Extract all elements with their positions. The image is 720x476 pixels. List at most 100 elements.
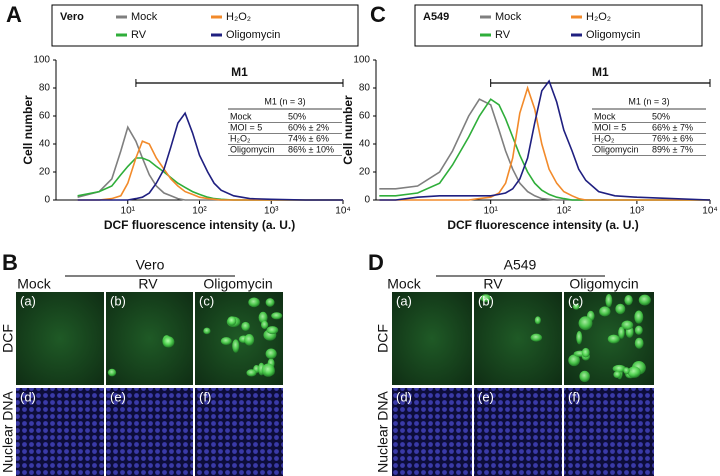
micrograph bbox=[16, 388, 104, 476]
inset-cell: Oligomycin bbox=[230, 144, 275, 154]
y-tick-label: 80 bbox=[359, 83, 371, 94]
panel-label: C bbox=[370, 2, 386, 27]
x-tick-label: 10³ bbox=[630, 206, 645, 217]
cell-label: (e) bbox=[110, 389, 126, 404]
panel-label: A bbox=[6, 2, 22, 27]
legend-label: RV bbox=[131, 29, 147, 41]
cell-label: (c) bbox=[568, 293, 583, 308]
cell-spot bbox=[232, 339, 240, 353]
cell-spot bbox=[265, 348, 277, 360]
row-label: Nuclear DNA bbox=[375, 391, 391, 473]
micrograph bbox=[106, 388, 193, 476]
cell-spot bbox=[621, 320, 634, 330]
inset-cell: 50% bbox=[288, 111, 306, 121]
inset-cell: MOI = 5 bbox=[230, 122, 262, 132]
cell-spot bbox=[578, 316, 593, 331]
cell-spot bbox=[568, 354, 580, 367]
inset-cell: 74% ± 6% bbox=[288, 133, 329, 143]
cell-spot bbox=[612, 364, 627, 373]
inset-cell: MOI = 5 bbox=[594, 122, 626, 132]
micrograph bbox=[474, 292, 562, 385]
cell-spot bbox=[258, 311, 268, 324]
cell-spot bbox=[581, 347, 590, 358]
inset-cell: 86% ± 10% bbox=[288, 144, 334, 154]
row-label: DCF bbox=[375, 324, 391, 353]
inset-cell: 50% bbox=[652, 111, 670, 121]
x-tick-label: 10⁴ bbox=[702, 206, 717, 217]
cell-spot bbox=[244, 334, 255, 346]
histogram-line bbox=[379, 79, 711, 201]
micrograph bbox=[106, 292, 193, 385]
inset-cell: Mock bbox=[594, 111, 616, 121]
x-axis-label: DCF fluorescence intensity (a. U.) bbox=[104, 218, 295, 232]
column-label: Mock bbox=[387, 276, 421, 292]
cell-spot bbox=[241, 321, 250, 331]
cell-spot bbox=[480, 294, 492, 303]
row-label: Nuclear DNA bbox=[0, 391, 16, 473]
y-tick-label: 0 bbox=[44, 195, 50, 206]
x-tick-label: 10² bbox=[557, 206, 572, 217]
legend-title: Vero bbox=[60, 11, 84, 23]
legend-label: Mock bbox=[495, 11, 522, 23]
cell-label: (f) bbox=[199, 389, 211, 404]
cell-spot bbox=[613, 371, 621, 379]
cell-spot bbox=[162, 336, 175, 348]
x-tick-label: 10¹ bbox=[483, 206, 498, 217]
cell-spot bbox=[638, 294, 651, 306]
micrograph bbox=[195, 388, 283, 476]
y-tick-label: 60 bbox=[39, 111, 51, 122]
micrograph bbox=[564, 388, 654, 476]
cell-spot bbox=[220, 337, 232, 345]
x-tick-label: 10³ bbox=[264, 206, 279, 217]
x-tick-label: 10¹ bbox=[121, 206, 136, 217]
histogram-line bbox=[379, 85, 710, 201]
legend-title: A549 bbox=[423, 11, 449, 23]
cell-label: (a) bbox=[20, 293, 36, 308]
cell-spot bbox=[266, 326, 279, 335]
panel-label: D bbox=[368, 250, 384, 275]
column-label: Oligomycin bbox=[203, 276, 272, 292]
cell-label: (f) bbox=[568, 389, 580, 404]
panel-title: Vero bbox=[136, 257, 165, 273]
gate-label: M1 bbox=[592, 65, 609, 79]
x-tick-label: 10² bbox=[192, 206, 207, 217]
histogram-line bbox=[77, 111, 343, 201]
cell-spot bbox=[576, 330, 583, 345]
cell-spot bbox=[605, 293, 613, 308]
cell-spot bbox=[261, 320, 269, 330]
cell-spot bbox=[579, 370, 590, 383]
y-tick-label: 60 bbox=[359, 111, 371, 122]
cell-label: (b) bbox=[478, 293, 494, 308]
column-label: Oligomycin bbox=[569, 276, 638, 292]
cell-spot bbox=[634, 337, 644, 349]
cell-label: (a) bbox=[396, 293, 412, 308]
cell-label: (d) bbox=[20, 389, 36, 404]
cell-spot bbox=[227, 316, 237, 326]
histogram-line bbox=[77, 157, 343, 201]
legend-label: Mock bbox=[131, 11, 158, 23]
cell-spot bbox=[634, 310, 644, 324]
cell-spot bbox=[634, 325, 643, 335]
histogram-line bbox=[77, 140, 343, 201]
inset-cell: 66% ± 7% bbox=[652, 122, 693, 132]
cell-spot bbox=[265, 298, 275, 307]
cell-spot bbox=[599, 306, 611, 317]
panel-label: B bbox=[2, 250, 18, 275]
inset-title: M1 (n = 3) bbox=[628, 96, 669, 106]
inset-cell: 76% ± 6% bbox=[652, 133, 693, 143]
y-tick-label: 20 bbox=[39, 167, 51, 178]
cell-label: (d) bbox=[396, 389, 412, 404]
micrograph bbox=[392, 292, 472, 385]
cell-spot bbox=[107, 368, 117, 377]
inset-cell: H₂O₂ bbox=[230, 133, 251, 143]
cell-spot bbox=[534, 316, 541, 325]
legend-label: H₂O₂ bbox=[226, 11, 251, 23]
legend-box bbox=[51, 4, 359, 47]
cell-spot bbox=[615, 303, 626, 315]
y-tick-label: 80 bbox=[39, 83, 51, 94]
inset-cell: 89% ± 7% bbox=[652, 144, 693, 154]
y-tick-label: 100 bbox=[33, 55, 50, 66]
inset-cell: Oligomycin bbox=[594, 144, 639, 154]
cell-spot bbox=[607, 334, 620, 344]
